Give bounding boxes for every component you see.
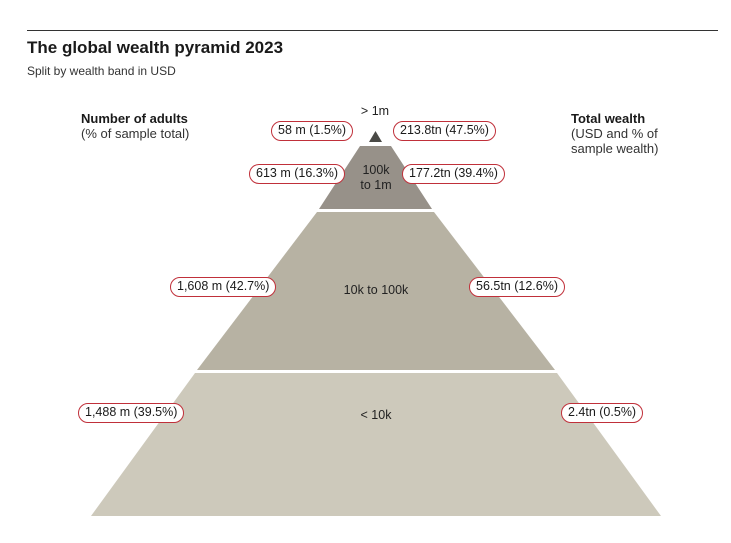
- band-label-under-10k: < 10k: [360, 408, 392, 422]
- band-label-100k-1m-text: 100k to 1m: [360, 163, 392, 192]
- page-subtitle: Split by wealth band in USD: [27, 64, 176, 78]
- band-label-10k-100k: 10k to 100k: [343, 283, 409, 297]
- band-label-100k-1m: 100k to 1m: [360, 163, 391, 193]
- band-10k-100k-shape: [197, 212, 555, 370]
- band-label-top: > 1m: [360, 104, 390, 118]
- adults-pill-10k-100k: 1,608 m (42.7%): [170, 277, 277, 297]
- wealth-pill-top: 213.8tn (47.5%): [393, 121, 496, 141]
- page-title: The global wealth pyramid 2023: [27, 38, 284, 57]
- adults-heading-desc: (% of sample total): [81, 126, 190, 141]
- band-100k-1m-shape: [319, 146, 432, 209]
- wealth-pill-10k-100k: 56.5tn (12.6%): [469, 277, 565, 297]
- adults-pill-under-10k: 1,488 m (39.5%): [78, 403, 185, 423]
- wealth-heading-desc: (USD and % of sample wealth): [571, 126, 659, 156]
- band-under-10k-shape: [91, 373, 661, 516]
- band-top-shape: [369, 131, 382, 142]
- adults-heading: Number of adults (% of sample total): [81, 111, 189, 141]
- wealth-heading-title: Total wealth: [571, 111, 646, 126]
- wealth-pill-100k-1m: 177.2tn (39.4%): [402, 164, 505, 184]
- adults-heading-title: Number of adults: [81, 111, 188, 126]
- adults-pill-100k-1m: 613 m (16.3%): [249, 164, 345, 184]
- top-rule: [27, 30, 718, 31]
- adults-pill-top: 58 m (1.5%): [271, 121, 354, 141]
- wealth-pill-under-10k: 2.4tn (0.5%): [561, 403, 644, 423]
- wealth-heading: Total wealth (USD and % of sample wealth…: [571, 111, 681, 156]
